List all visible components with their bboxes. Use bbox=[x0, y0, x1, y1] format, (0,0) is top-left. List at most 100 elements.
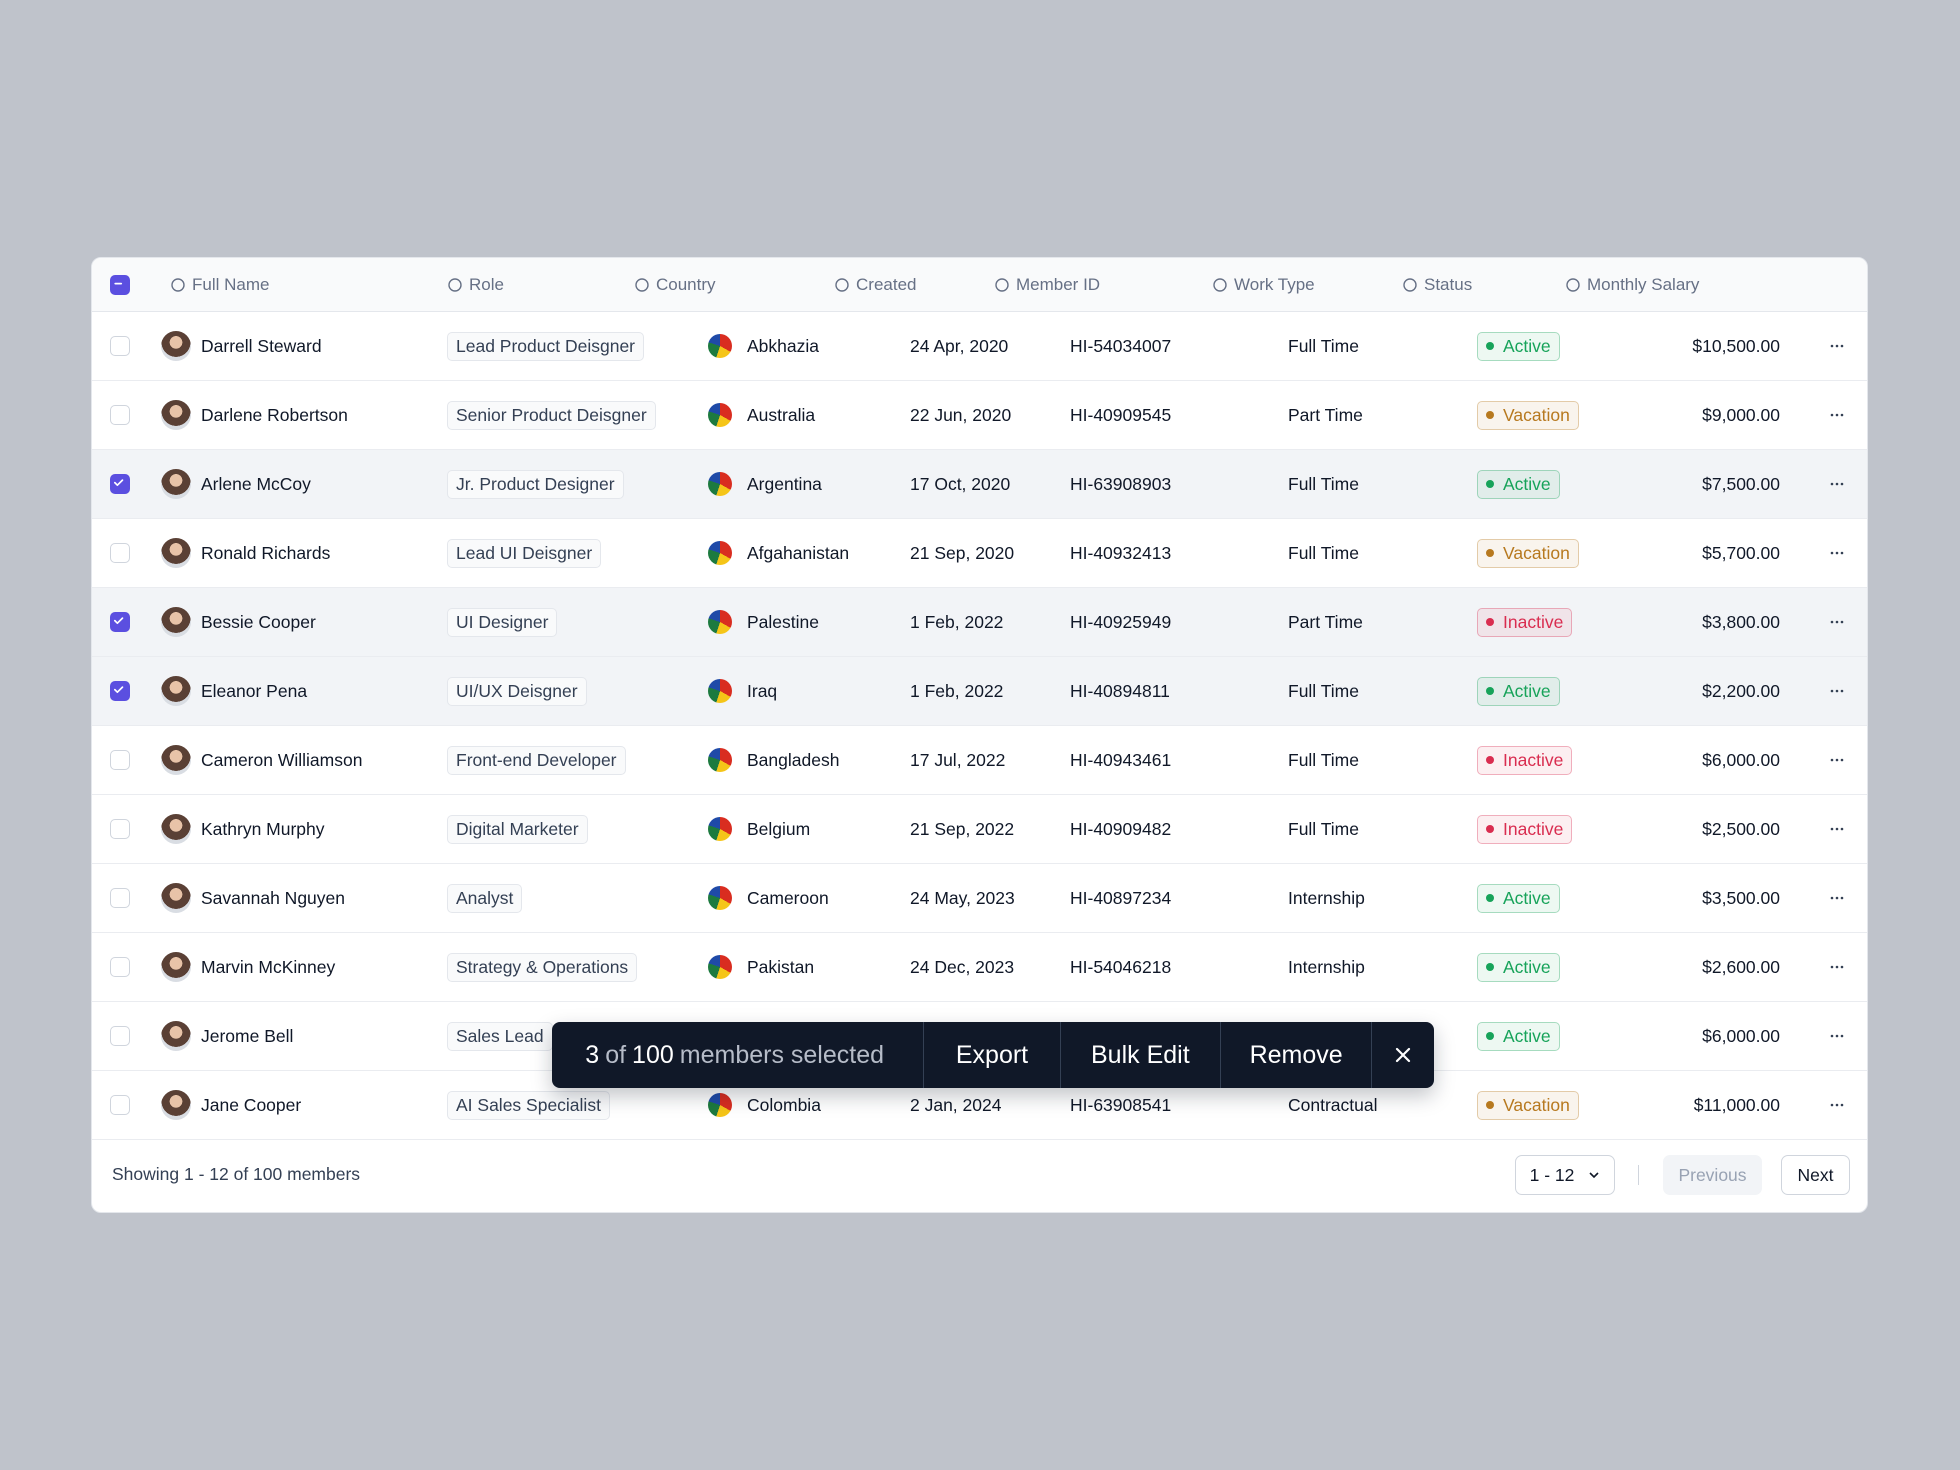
status-dot bbox=[1486, 342, 1494, 350]
table-row[interactable]: Eleanor Pena UI/UX Deisgner Iraq 1 Feb, 202… bbox=[92, 657, 1867, 726]
row-menu[interactable] bbox=[1825, 588, 1849, 656]
status-badge: Active bbox=[1477, 331, 1560, 361]
column-title: Work Type bbox=[1234, 275, 1315, 294]
status-badge: Vacation bbox=[1477, 1090, 1579, 1120]
row-checkbox[interactable] bbox=[110, 957, 130, 977]
work-type: Full Time bbox=[1288, 818, 1359, 839]
table-row[interactable]: Jane Cooper AI Sales Specialist Colombia 2 … bbox=[92, 1071, 1867, 1140]
table-row[interactable]: Arlene McCoy Jr. Product Designer Argentin… bbox=[92, 450, 1867, 519]
full-name: Ronald Richards bbox=[201, 542, 331, 563]
status-text: Active bbox=[1503, 956, 1551, 977]
page-size-select[interactable]: 1 - 12 bbox=[1515, 1155, 1615, 1195]
showing-text: Showing 1 - 12 of 100 members bbox=[112, 1164, 361, 1184]
avatar bbox=[161, 469, 191, 499]
bulk-edit-button[interactable]: Bulk Edit bbox=[1061, 1022, 1221, 1088]
column-header[interactable]: Country bbox=[634, 258, 716, 312]
column-title: Member ID bbox=[1016, 275, 1101, 294]
status-dot bbox=[1486, 825, 1494, 833]
close-button[interactable] bbox=[1372, 1022, 1434, 1088]
role-tag: Lead Product Deisgner bbox=[447, 331, 644, 361]
table-row[interactable]: Darrell Steward Lead Product Deisgner Abkh… bbox=[92, 312, 1867, 381]
avatar bbox=[161, 745, 191, 775]
created-date: 2 Jan, 2024 bbox=[910, 1094, 1002, 1115]
selection-label: members selected bbox=[679, 1040, 885, 1069]
column-header[interactable]: Member ID bbox=[994, 258, 1100, 312]
row-menu[interactable] bbox=[1825, 450, 1849, 518]
column-header[interactable]: Status bbox=[1402, 258, 1472, 312]
status-badge: Vacation bbox=[1477, 538, 1579, 568]
status-text: Vacation bbox=[1503, 404, 1570, 425]
row-checkbox[interactable] bbox=[110, 888, 130, 908]
row-checkbox[interactable] bbox=[110, 543, 130, 563]
row-menu[interactable] bbox=[1825, 519, 1849, 587]
country-flag bbox=[708, 955, 732, 979]
row-menu[interactable] bbox=[1825, 795, 1849, 863]
previous-button[interactable]: Previous bbox=[1663, 1155, 1762, 1195]
row-checkbox[interactable] bbox=[110, 336, 130, 356]
created-date: 1 Feb, 2022 bbox=[910, 680, 1004, 701]
status-text: Active bbox=[1503, 887, 1551, 908]
column-title: Created bbox=[856, 275, 917, 294]
row-checkbox[interactable] bbox=[110, 1095, 130, 1115]
export-button[interactable]: Export bbox=[924, 1022, 1061, 1088]
column-header[interactable]: Role bbox=[447, 258, 504, 312]
row-menu[interactable] bbox=[1825, 1071, 1849, 1139]
column-header[interactable]: Created bbox=[834, 258, 916, 312]
country: Pakistan bbox=[747, 956, 815, 977]
row-menu[interactable] bbox=[1825, 726, 1849, 794]
column-title: Role bbox=[469, 275, 504, 294]
row-menu[interactable] bbox=[1825, 312, 1849, 380]
status-dot bbox=[1486, 1101, 1494, 1109]
row-menu[interactable] bbox=[1825, 864, 1849, 932]
next-button[interactable]: Next bbox=[1781, 1155, 1850, 1195]
member-id: HI-40909545 bbox=[1070, 404, 1172, 425]
select-all-checkbox[interactable] bbox=[110, 275, 130, 295]
row-checkbox[interactable] bbox=[110, 612, 130, 632]
table-row[interactable]: Ronald Richards Lead UI Deisgner Afgahanis… bbox=[92, 519, 1867, 588]
country-flag bbox=[708, 334, 732, 358]
monthly-salary: $6,000.00 bbox=[1702, 749, 1780, 770]
member-id: HI-40925949 bbox=[1070, 611, 1172, 632]
table-row[interactable]: Marvin McKinney Strategy & Operations Paki… bbox=[92, 933, 1867, 1002]
table-row[interactable]: Darlene Robertson Senior Product Deisgner… bbox=[92, 381, 1867, 450]
status-cell: Vacation bbox=[1477, 519, 1579, 587]
country-flag bbox=[708, 541, 732, 565]
row-menu[interactable] bbox=[1825, 381, 1849, 449]
row-menu[interactable] bbox=[1825, 933, 1849, 1001]
row-checkbox[interactable] bbox=[110, 750, 130, 770]
work-type: Full Time bbox=[1288, 473, 1359, 494]
status-text: Inactive bbox=[1503, 818, 1564, 839]
column-header[interactable]: Work Type bbox=[1212, 258, 1315, 312]
country-flag bbox=[708, 748, 732, 772]
row-menu[interactable] bbox=[1825, 657, 1849, 725]
monthly-salary: $10,500.00 bbox=[1692, 335, 1780, 356]
member-id: HI-40897234 bbox=[1070, 887, 1172, 908]
row-checkbox[interactable] bbox=[110, 681, 130, 701]
status-cell: Active bbox=[1477, 1002, 1560, 1070]
created-date: 17 Oct, 2020 bbox=[910, 473, 1011, 494]
row-menu[interactable] bbox=[1825, 1002, 1849, 1070]
role-tag: AI Sales Specialist bbox=[447, 1090, 610, 1120]
table-row[interactable]: Savannah Nguyen Analyst Cameroon 24 May, 20… bbox=[92, 864, 1867, 933]
status-dot bbox=[1486, 411, 1494, 419]
row-checkbox[interactable] bbox=[110, 405, 130, 425]
remove-button[interactable]: Remove bbox=[1221, 1022, 1373, 1088]
status-text: Inactive bbox=[1503, 611, 1564, 632]
table-row[interactable]: Kathryn Murphy Digital Marketer Belgium 21 … bbox=[92, 795, 1867, 864]
status-cell: Active bbox=[1477, 933, 1560, 1001]
role-tag: Sales Lead bbox=[447, 1021, 553, 1051]
column-header[interactable]: Monthly Salary bbox=[1565, 258, 1699, 312]
full-name: Jane Cooper bbox=[201, 1094, 302, 1115]
status-text: Active bbox=[1503, 335, 1551, 356]
row-checkbox[interactable] bbox=[110, 1026, 130, 1046]
table-row[interactable]: Cameron Williamson Front-end Developer Ban… bbox=[92, 726, 1867, 795]
country: Iraq bbox=[747, 680, 778, 701]
column-header[interactable]: Full Name bbox=[170, 258, 269, 312]
members-table: Full Name Role Country Created Member ID Work… bbox=[91, 257, 1868, 1213]
row-checkbox[interactable] bbox=[110, 819, 130, 839]
full-name: Jerome Bell bbox=[201, 1025, 294, 1046]
row-checkbox[interactable] bbox=[110, 474, 130, 494]
role-tag: Lead UI Deisgner bbox=[447, 538, 602, 568]
column-title: Full Name bbox=[192, 275, 270, 294]
table-row[interactable]: Bessie Cooper UI Designer Palestine 1 Feb, … bbox=[92, 588, 1867, 657]
